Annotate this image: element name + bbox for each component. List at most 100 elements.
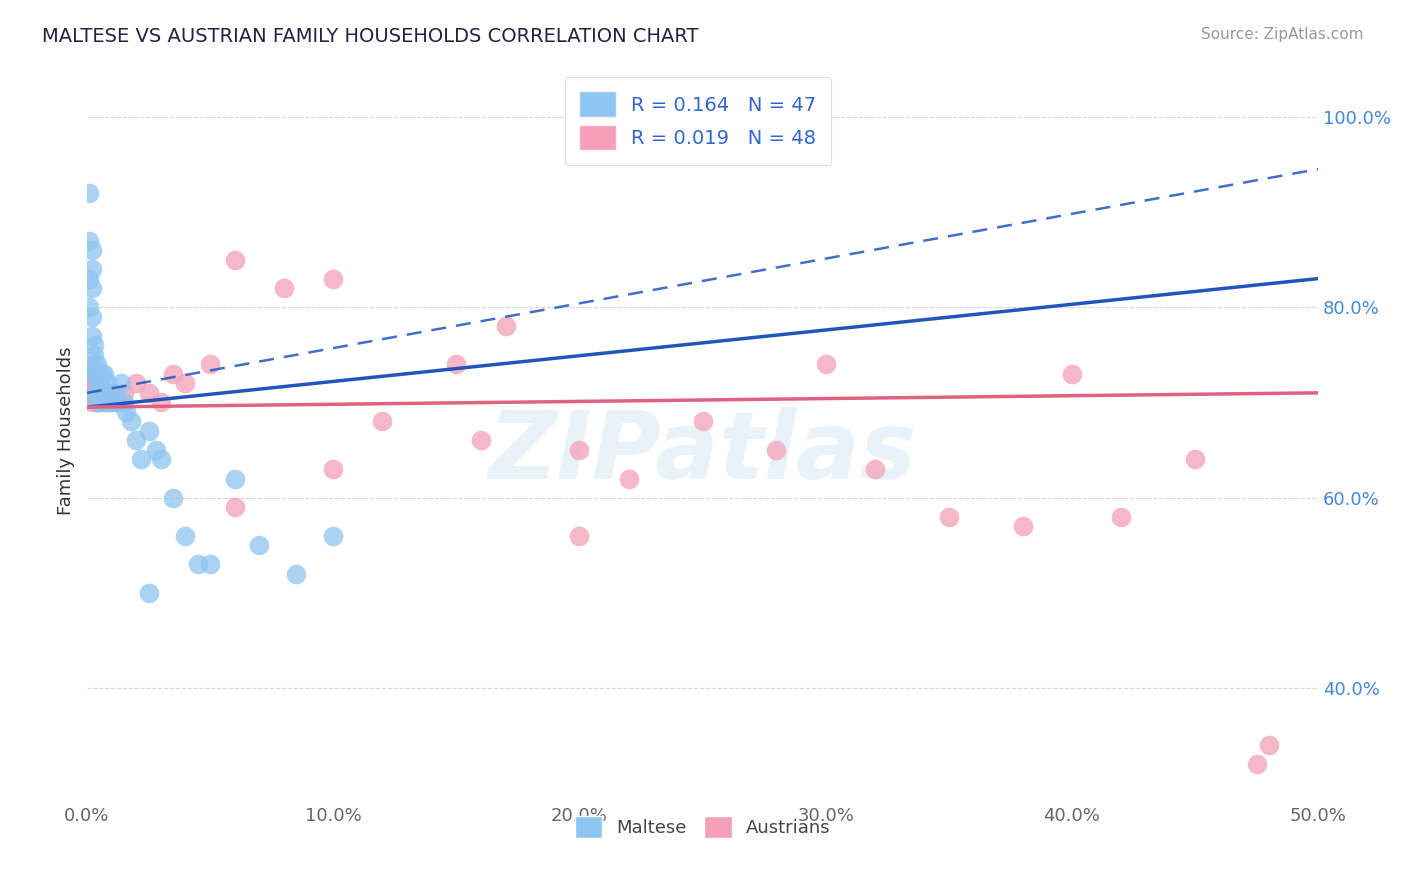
Point xyxy=(89,395,111,409)
Point xyxy=(187,558,209,572)
Point xyxy=(110,376,132,391)
Point xyxy=(93,367,115,381)
Point xyxy=(80,310,103,324)
Point xyxy=(446,357,468,371)
Point xyxy=(285,566,308,581)
Point xyxy=(162,491,184,505)
Point xyxy=(174,376,197,391)
Point xyxy=(568,442,591,457)
Point xyxy=(86,367,108,381)
Y-axis label: Family Households: Family Households xyxy=(58,347,75,516)
Point xyxy=(86,357,108,371)
Point xyxy=(322,529,344,543)
Point xyxy=(103,385,125,400)
Point xyxy=(162,367,184,381)
Point xyxy=(149,452,172,467)
Point xyxy=(198,558,221,572)
Point xyxy=(224,252,246,267)
Point xyxy=(224,500,246,515)
Point xyxy=(80,281,103,295)
Point xyxy=(86,395,108,409)
Point xyxy=(79,367,101,381)
Point xyxy=(1246,757,1268,772)
Point xyxy=(568,529,591,543)
Point xyxy=(79,186,101,200)
Point xyxy=(80,262,103,277)
Point xyxy=(93,395,115,409)
Point xyxy=(89,376,111,391)
Point xyxy=(79,234,101,248)
Point xyxy=(247,538,270,552)
Point xyxy=(80,385,103,400)
Point xyxy=(90,385,112,400)
Point xyxy=(83,338,105,352)
Point xyxy=(83,357,105,371)
Point xyxy=(105,395,128,409)
Point xyxy=(125,434,148,448)
Point xyxy=(100,385,122,400)
Point xyxy=(90,367,112,381)
Point xyxy=(83,385,105,400)
Point xyxy=(86,395,108,409)
Point xyxy=(138,586,160,600)
Point xyxy=(79,271,101,285)
Point xyxy=(79,376,101,391)
Point xyxy=(863,462,886,476)
Text: MALTESE VS AUSTRIAN FAMILY HOUSEHOLDS CORRELATION CHART: MALTESE VS AUSTRIAN FAMILY HOUSEHOLDS CO… xyxy=(42,27,699,45)
Point xyxy=(1109,509,1132,524)
Point xyxy=(1011,519,1033,533)
Point xyxy=(470,434,492,448)
Point xyxy=(100,395,122,409)
Point xyxy=(80,376,103,391)
Point xyxy=(83,348,105,362)
Point xyxy=(1184,452,1206,467)
Point xyxy=(322,271,344,285)
Point xyxy=(617,471,640,485)
Text: ZIPatlas: ZIPatlas xyxy=(488,408,917,500)
Point xyxy=(80,243,103,257)
Point xyxy=(93,395,115,409)
Point xyxy=(371,414,394,428)
Point xyxy=(814,357,837,371)
Point xyxy=(115,405,138,419)
Point xyxy=(112,395,135,409)
Point xyxy=(80,395,103,409)
Point xyxy=(83,367,105,381)
Point xyxy=(273,281,295,295)
Point xyxy=(938,509,960,524)
Text: Source: ZipAtlas.com: Source: ZipAtlas.com xyxy=(1201,27,1364,42)
Point xyxy=(322,462,344,476)
Point xyxy=(765,442,787,457)
Point xyxy=(495,319,517,334)
Point xyxy=(224,471,246,485)
Point xyxy=(174,529,197,543)
Point xyxy=(112,385,135,400)
Point xyxy=(149,395,172,409)
Point xyxy=(96,376,118,391)
Point xyxy=(89,385,111,400)
Point xyxy=(1060,367,1083,381)
Point xyxy=(692,414,714,428)
Point xyxy=(145,442,167,457)
Point xyxy=(89,395,111,409)
Point xyxy=(1257,738,1279,752)
Point xyxy=(125,376,148,391)
Point xyxy=(83,376,105,391)
Point xyxy=(129,452,152,467)
Point xyxy=(80,328,103,343)
Point xyxy=(198,357,221,371)
Point xyxy=(89,376,111,391)
Point xyxy=(138,385,160,400)
Point xyxy=(98,395,121,409)
Legend: Maltese, Austrians: Maltese, Austrians xyxy=(567,809,838,846)
Point xyxy=(79,385,101,400)
Point xyxy=(90,385,112,400)
Point xyxy=(138,424,160,438)
Point xyxy=(105,395,128,409)
Point xyxy=(79,300,101,314)
Point xyxy=(98,395,121,409)
Point xyxy=(120,414,142,428)
Point xyxy=(96,385,118,400)
Point xyxy=(83,385,105,400)
Point xyxy=(86,385,108,400)
